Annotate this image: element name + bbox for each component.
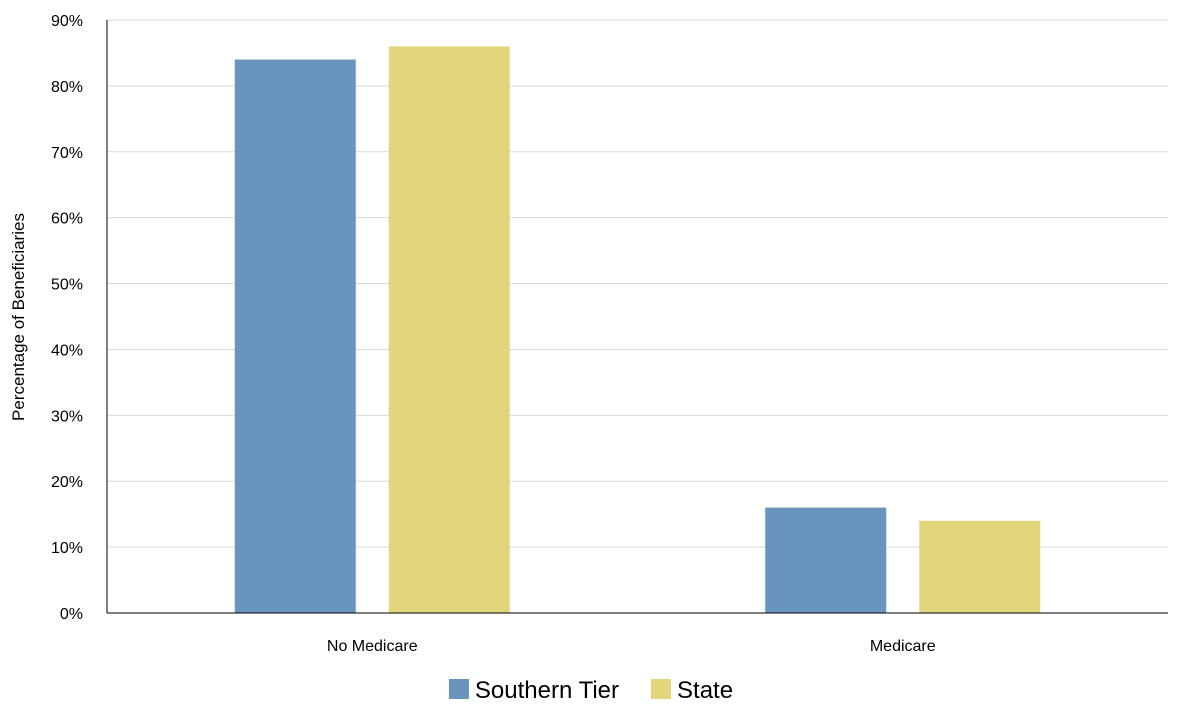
legend-swatch xyxy=(651,679,672,699)
legend-swatch xyxy=(448,679,469,699)
bar xyxy=(765,507,887,613)
y-axis-title: Percentage of Beneficiaries xyxy=(9,213,28,421)
y-tick-label: 30% xyxy=(51,408,83,425)
y-tick-label: 70% xyxy=(51,145,83,162)
bar xyxy=(388,46,510,614)
y-tick-label: 50% xyxy=(51,277,83,294)
x-category-label: No Medicare xyxy=(327,638,418,655)
bar xyxy=(234,59,356,614)
legend-label: State xyxy=(677,677,733,704)
y-tick-label: 10% xyxy=(51,540,83,557)
legend: Southern Tier State xyxy=(448,677,733,704)
y-tick-label: 0% xyxy=(60,606,83,623)
y-tick-label: 20% xyxy=(51,474,83,491)
y-tick-label: 90% xyxy=(51,13,83,30)
y-tick-label: 60% xyxy=(51,211,83,228)
x-category-label: Medicare xyxy=(870,638,936,655)
y-tick-label: 40% xyxy=(51,342,83,359)
y-tick-labels: 0% 10% 20% 30% 40% 50% 60% 70% 80% 90% xyxy=(51,13,83,623)
legend-label: Southern Tier xyxy=(475,677,619,704)
axes xyxy=(106,20,1168,614)
y-tick-label: 80% xyxy=(51,79,83,96)
x-category-labels: No Medicare Medicare xyxy=(327,638,936,655)
bar xyxy=(919,520,1041,613)
bars xyxy=(234,46,1041,614)
